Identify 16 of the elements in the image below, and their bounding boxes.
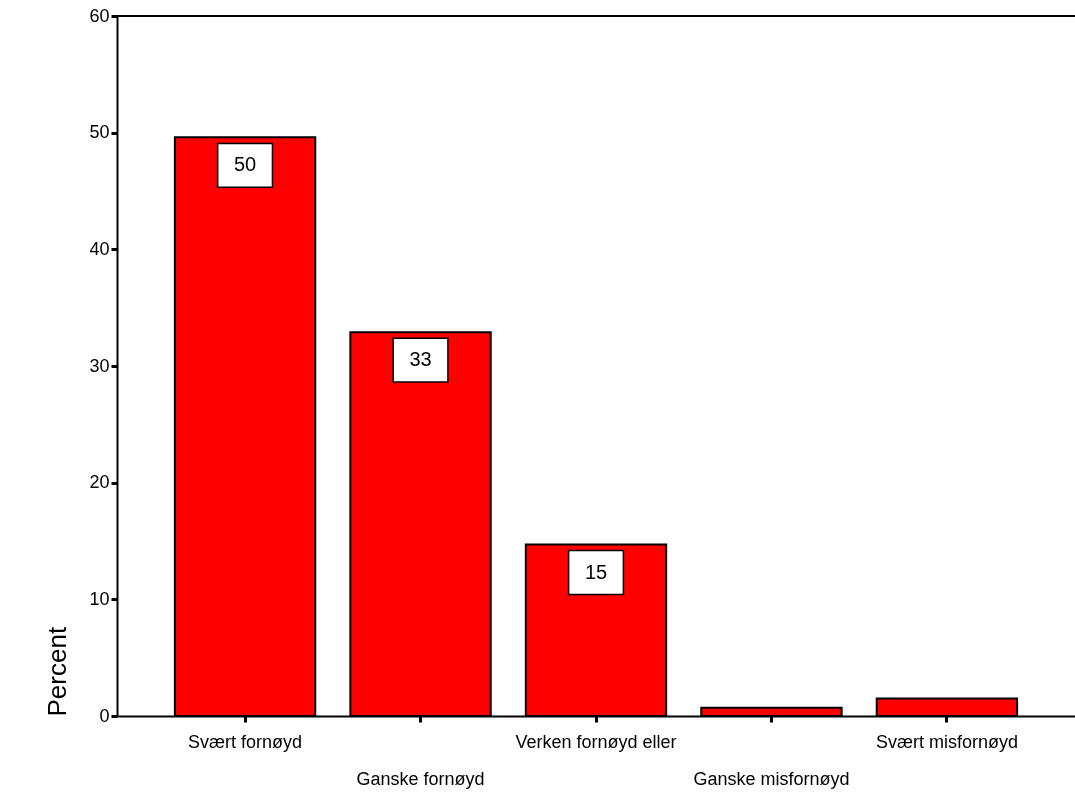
y-tick-label: 30 (89, 355, 110, 376)
y-tick-label: 0 (99, 705, 110, 726)
y-axis-title: Percent (42, 626, 73, 717)
x-tick-label: Svært fornøyd (188, 732, 303, 752)
y-tick-label: 10 (89, 588, 110, 609)
x-tick-label: Verken fornøyd eller (515, 732, 677, 752)
y-tick-label: 20 (89, 472, 110, 493)
x-tick-label: Svært misfornøyd (875, 732, 1018, 752)
y-tick-label: 60 (89, 5, 110, 26)
data-label: 50 (233, 153, 257, 176)
data-label: 33 (409, 348, 432, 371)
data-label: 15 (584, 560, 608, 583)
y-tick-label: 40 (89, 238, 110, 259)
x-tick-label: Ganske misfornøyd (693, 769, 850, 789)
x-tick-label: Ganske fornøyd (356, 769, 485, 789)
y-tick-label: 50 (89, 122, 110, 143)
